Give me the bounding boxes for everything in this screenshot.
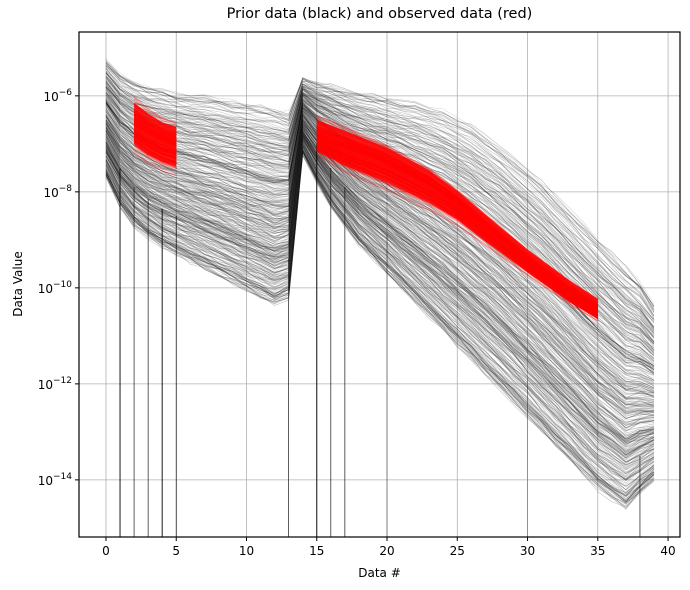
y-axis-label: Data Value — [11, 251, 25, 317]
x-tick-label: 0 — [102, 544, 110, 558]
axes-frame — [78, 31, 681, 538]
x-tick-label: 10 — [239, 544, 254, 558]
y-tick-label: 10−12 — [38, 376, 72, 392]
x-tick-label: 35 — [590, 544, 605, 558]
y-tick-label: 10−10 — [38, 280, 73, 296]
observed-curves — [133, 96, 599, 322]
x-tick-label: 20 — [379, 544, 394, 558]
x-tick-label: 40 — [660, 544, 675, 558]
y-tick-label: 10−6 — [43, 88, 72, 104]
y-tick-label: 10−8 — [43, 184, 72, 200]
x-tick-label: 15 — [309, 544, 324, 558]
x-tick-label: 30 — [520, 544, 535, 558]
y-axis-ticks: 10−6 10−8 10−10 10−12 10−14 — [38, 88, 79, 488]
chart-title: Prior data (black) and observed data (re… — [226, 6, 533, 22]
x-tick-label: 25 — [450, 544, 465, 558]
x-tick-label: 5 — [172, 544, 180, 558]
y-tick-label: 10−14 — [38, 472, 73, 488]
prior-curves — [105, 58, 655, 537]
x-axis-ticks: 0 5 10 15 20 25 30 35 40 — [102, 537, 676, 558]
x-axis-label: Data # — [358, 566, 401, 580]
